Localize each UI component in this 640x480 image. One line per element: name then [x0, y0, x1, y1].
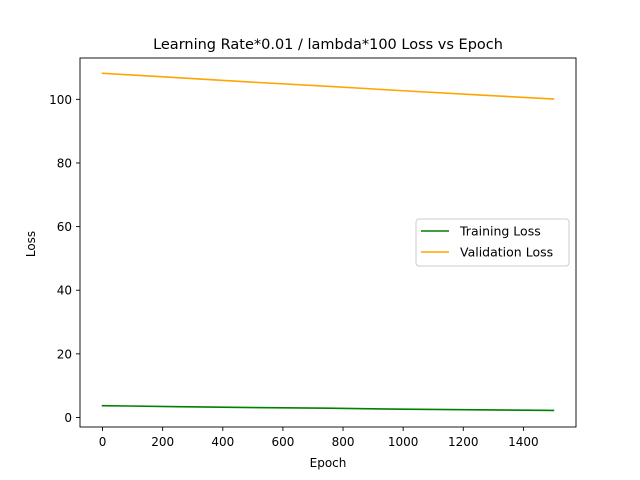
legend: Training Loss Validation Loss [415, 218, 570, 267]
x-tick-label: 1000 [388, 435, 419, 449]
x-tick-label: 400 [211, 435, 234, 449]
legend-label-validation-loss: Validation Loss [460, 245, 553, 260]
x-axis-label: Epoch [310, 456, 347, 470]
x-tick-label: 200 [151, 435, 174, 449]
x-tick-label: 800 [332, 435, 355, 449]
y-tick-label: 0 [64, 411, 72, 425]
series-line-training-loss [101, 404, 555, 412]
y-tick-label: 80 [57, 156, 72, 170]
axes-frame [79, 57, 577, 428]
x-tick-label: 600 [271, 435, 294, 449]
series-line-validation-loss [101, 72, 555, 100]
legend-label-training-loss: Training Loss [459, 224, 541, 239]
chart-title: Learning Rate*0.01 / lambda*100 Loss vs … [153, 37, 503, 53]
y-tick-label: 60 [57, 220, 72, 234]
x-tick-label: 1200 [448, 435, 479, 449]
y-axis-label: Loss [24, 231, 38, 257]
legend-box [415, 218, 570, 267]
plot-area: 0 200 400 600 800 1000 1200 1400 0 20 40 60 80 100 [49, 57, 577, 449]
x-tick-label: 1400 [508, 435, 539, 449]
y-tick-label: 40 [57, 284, 72, 298]
x-tick-label: 0 [99, 435, 107, 449]
y-tick-label: 20 [57, 347, 72, 361]
y-tick-label: 100 [49, 93, 72, 107]
